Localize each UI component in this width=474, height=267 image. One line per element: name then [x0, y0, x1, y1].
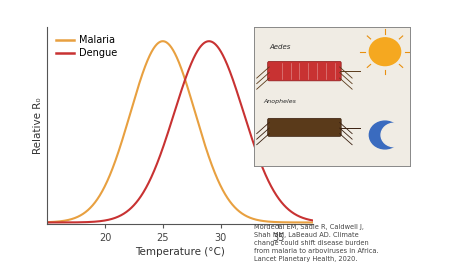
FancyBboxPatch shape: [268, 118, 341, 136]
X-axis label: Temperature (°C): Temperature (°C): [135, 248, 225, 257]
Legend: Malaria, Dengue: Malaria, Dengue: [52, 32, 121, 62]
Circle shape: [381, 123, 408, 147]
Circle shape: [369, 121, 401, 149]
Text: Anopheles: Anopheles: [263, 99, 296, 104]
Circle shape: [369, 38, 401, 66]
Text: Mordecai EM, Sadie R, Caldwell J,
Shah MM, LaBeaud AD. Climate
change could shif: Mordecai EM, Sadie R, Caldwell J, Shah M…: [254, 224, 378, 262]
Text: Aedes: Aedes: [269, 44, 291, 50]
FancyBboxPatch shape: [268, 61, 341, 81]
Y-axis label: Relative R₀: Relative R₀: [33, 97, 43, 154]
